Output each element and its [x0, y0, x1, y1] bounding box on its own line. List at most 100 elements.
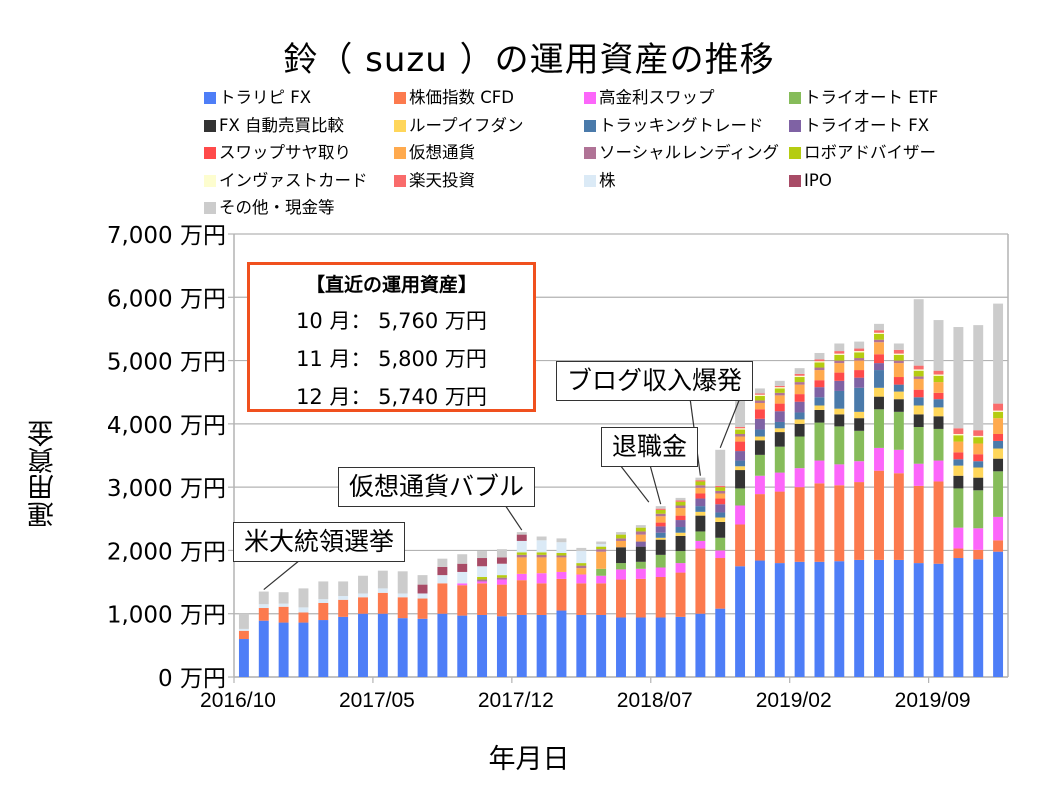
- bar-segment: [715, 504, 726, 513]
- bar-segment: [993, 410, 1004, 412]
- bar-segment: [477, 558, 488, 567]
- bar-segment: [735, 433, 746, 437]
- bar-segment: [913, 365, 924, 370]
- bar-segment: [278, 592, 289, 604]
- y-tick-label: 7,000 万円: [107, 223, 226, 249]
- legend-swatch: [204, 119, 216, 132]
- bar-segment: [635, 534, 646, 542]
- bar-segment: [655, 526, 666, 533]
- legend-swatch: [394, 119, 406, 132]
- bar-segment: [655, 516, 666, 523]
- x-tick-label: 2019/09: [895, 689, 971, 712]
- bar-segment: [794, 377, 805, 383]
- bar-segment: [496, 575, 507, 578]
- bar-segment: [675, 508, 686, 516]
- bar-segment: [814, 397, 825, 406]
- bar-segment: [754, 409, 765, 419]
- bar-segment: [913, 405, 924, 415]
- legend-item: 仮想通貨: [394, 143, 475, 163]
- bar-segment: [655, 522, 666, 527]
- legend-label: トライオート FX: [804, 115, 930, 135]
- bar-segment: [496, 577, 507, 580]
- bar-segment: [417, 618, 428, 677]
- legend-item: インヴァストカード: [204, 171, 368, 191]
- legend-label: ソーシャルレンディング: [599, 143, 780, 162]
- bar-segment: [973, 437, 984, 444]
- bar-segment: [834, 380, 845, 391]
- bar-segment: [635, 617, 646, 677]
- x-axis-label: 年月日: [488, 744, 570, 775]
- bar-segment: [556, 557, 567, 572]
- bar-segment: [874, 354, 884, 364]
- bar-segment: [774, 380, 785, 386]
- bar-segment: [854, 430, 865, 462]
- bar-segment: [834, 408, 845, 415]
- bar-segment: [973, 443, 984, 455]
- bar-segment: [854, 352, 865, 359]
- bar-segment: [417, 575, 428, 585]
- bar-segment: [377, 613, 388, 677]
- bar-segment: [834, 360, 845, 364]
- bar-segment: [794, 384, 805, 395]
- legend-label: トライオート ETF: [804, 88, 939, 107]
- bar-segment: [695, 540, 706, 549]
- bar-segment: [854, 461, 865, 483]
- bar-segment: [774, 421, 785, 429]
- bar-segment: [874, 470, 884, 560]
- bar-segment: [893, 377, 904, 385]
- bar-segment: [635, 546, 646, 562]
- bar-segment: [953, 327, 964, 429]
- bar-segment: [596, 544, 607, 547]
- bar-segment: [616, 579, 626, 618]
- x-tick-label: 2017/05: [339, 689, 415, 712]
- bar-segment: [635, 525, 646, 528]
- legend-item: ループイフダン: [394, 116, 524, 136]
- legend-label: その他・現金等: [219, 198, 335, 217]
- bar-segment: [754, 440, 765, 455]
- bar-segment: [794, 468, 805, 488]
- bar-segment: [358, 613, 368, 677]
- bar-segment: [854, 387, 865, 412]
- bar-segment: [616, 569, 626, 580]
- bar-segment: [635, 527, 646, 532]
- bar-segment: [854, 559, 865, 677]
- bar-segment: [715, 537, 726, 551]
- bar-segment: [655, 577, 666, 618]
- bar-segment: [576, 568, 587, 575]
- bar-segment: [695, 481, 706, 486]
- bar-segment: [655, 509, 666, 514]
- y-tick-label: 6,000 万円: [107, 286, 226, 312]
- bar-segment: [854, 482, 865, 560]
- legend-item: FX 自動売買比較: [204, 116, 344, 136]
- bar-segment: [913, 376, 924, 379]
- bar-segment: [278, 603, 289, 607]
- bar-segment: [993, 516, 1004, 541]
- bar-segment: [338, 581, 349, 596]
- bar-segment: [774, 428, 785, 433]
- bar-segment: [536, 557, 547, 574]
- bar-segment: [794, 368, 805, 374]
- bar-segment: [516, 614, 527, 677]
- bar-segment: [695, 485, 706, 488]
- bar-segment: [834, 561, 845, 677]
- bar-segment: [754, 475, 765, 495]
- bar-segment: [993, 418, 1004, 434]
- bar-segment: [536, 573, 547, 584]
- bar-segment: [616, 563, 626, 570]
- bar-segment: [814, 561, 825, 677]
- legend-swatch: [204, 92, 216, 104]
- bar-segment: [298, 607, 309, 613]
- annotation-pointer: [649, 464, 662, 505]
- bar-segment: [814, 483, 825, 562]
- bar-segment: [874, 363, 884, 371]
- bar-segment: [973, 528, 984, 550]
- bar-segment: [457, 563, 468, 572]
- bar-segment: [913, 463, 924, 486]
- bar-segment: [874, 447, 884, 471]
- bar-segment: [735, 441, 746, 452]
- legend-label: 仮想通貨: [409, 143, 475, 162]
- bar-segment: [258, 620, 269, 677]
- legend-item: 株: [584, 171, 616, 191]
- bar-segment: [238, 613, 249, 629]
- bar-segment: [973, 325, 984, 431]
